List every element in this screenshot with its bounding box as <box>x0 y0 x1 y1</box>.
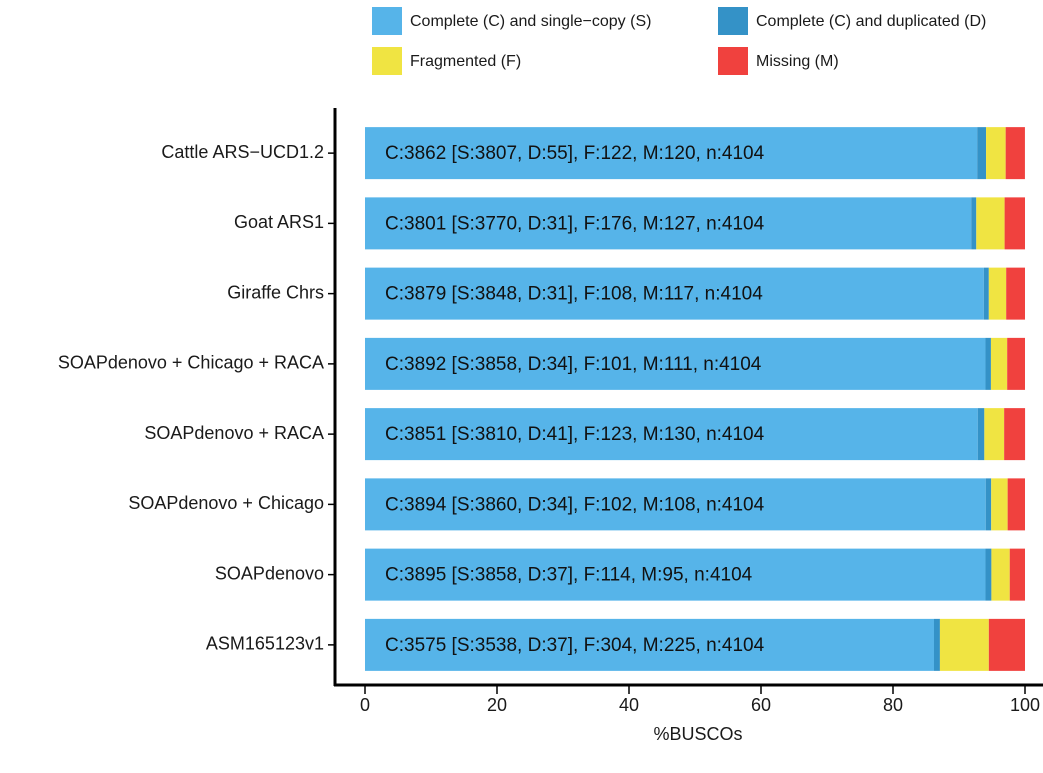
bar-segment <box>365 127 978 180</box>
bar-label: C:3879 [S:3848, D:31], F:108, M:117, n:4… <box>385 284 763 305</box>
bar-label: C:3862 [S:3807, D:55], F:122, M:120, n:4… <box>385 143 765 164</box>
legend-label: Complete (C) and single−copy (S) <box>410 13 651 30</box>
bar-segment <box>365 197 972 250</box>
bar-label: C:3851 [S:3810, D:41], F:123, M:130, n:4… <box>385 424 765 445</box>
bar-segment <box>971 197 977 250</box>
legend-label: Missing (M) <box>756 53 839 70</box>
x-tick-label: 40 <box>619 695 639 715</box>
bar-segment <box>977 127 987 180</box>
bar-segment <box>1009 548 1025 601</box>
bar-segment <box>1006 267 1025 320</box>
bar-segment <box>986 127 1006 180</box>
legend-label: Fragmented (F) <box>410 53 521 70</box>
bar-segment <box>1007 478 1025 531</box>
y-tick-label: SOAPdenovo + Chicago <box>128 493 324 513</box>
bar-label: C:3801 [S:3770, D:31], F:176, M:127, n:4… <box>385 213 765 234</box>
y-tick-label: ASM165123v1 <box>206 634 324 654</box>
y-tick-label: SOAPdenovo + RACA <box>144 423 324 443</box>
legend-swatch <box>372 47 402 75</box>
bar-segment <box>1004 408 1026 461</box>
y-tick-label: Goat ARS1 <box>234 212 324 232</box>
bar-segment <box>365 267 984 320</box>
x-tick-label: 0 <box>360 695 370 715</box>
bar-segment <box>977 408 985 461</box>
bar-segment <box>991 478 1008 531</box>
bar-segment <box>984 408 1005 461</box>
bar-segment <box>939 618 989 671</box>
bar-segment <box>985 337 991 390</box>
bar-segment <box>976 197 1005 250</box>
bar-segment <box>983 267 989 320</box>
bar-segment <box>985 548 992 601</box>
bar-segment <box>365 478 986 531</box>
bar-label: C:3892 [S:3858, D:34], F:101, M:111, n:4… <box>385 354 762 375</box>
legend-swatch <box>718 7 748 35</box>
bar-label: C:3895 [S:3858, D:37], F:114, M:95, n:41… <box>385 565 753 586</box>
bar-segment <box>365 618 934 671</box>
legend-swatch <box>718 47 748 75</box>
bar-segment <box>991 548 1010 601</box>
bar-segment <box>933 618 940 671</box>
bar-segment <box>1007 337 1025 390</box>
x-tick-label: 20 <box>487 695 507 715</box>
legend-swatch <box>372 7 402 35</box>
y-tick-label: Cattle ARS−UCD1.2 <box>161 142 324 162</box>
x-tick-label: 100 <box>1010 695 1040 715</box>
bar-segment <box>990 337 1008 390</box>
bar-segment <box>365 408 978 461</box>
bar-segment <box>365 337 986 390</box>
y-tick-label: SOAPdenovo <box>215 563 324 583</box>
y-tick-label: SOAPdenovo + Chicago + RACA <box>58 353 324 373</box>
bar-segment <box>988 267 1007 320</box>
bar-segment <box>365 548 986 601</box>
bar-segment <box>1005 127 1025 180</box>
x-axis-label: %BUSCOs <box>653 724 742 744</box>
bar-segment <box>988 618 1025 671</box>
bar-segment <box>985 478 992 531</box>
x-tick-label: 80 <box>883 695 903 715</box>
bar-label: C:3894 [S:3860, D:34], F:102, M:108, n:4… <box>385 494 765 515</box>
legend-label: Complete (C) and duplicated (D) <box>756 13 986 30</box>
x-tick-label: 60 <box>751 695 771 715</box>
bar-segment <box>1004 197 1025 250</box>
y-tick-label: Giraffe Chrs <box>227 282 324 302</box>
bar-label: C:3575 [S:3538, D:37], F:304, M:225, n:4… <box>385 635 765 656</box>
